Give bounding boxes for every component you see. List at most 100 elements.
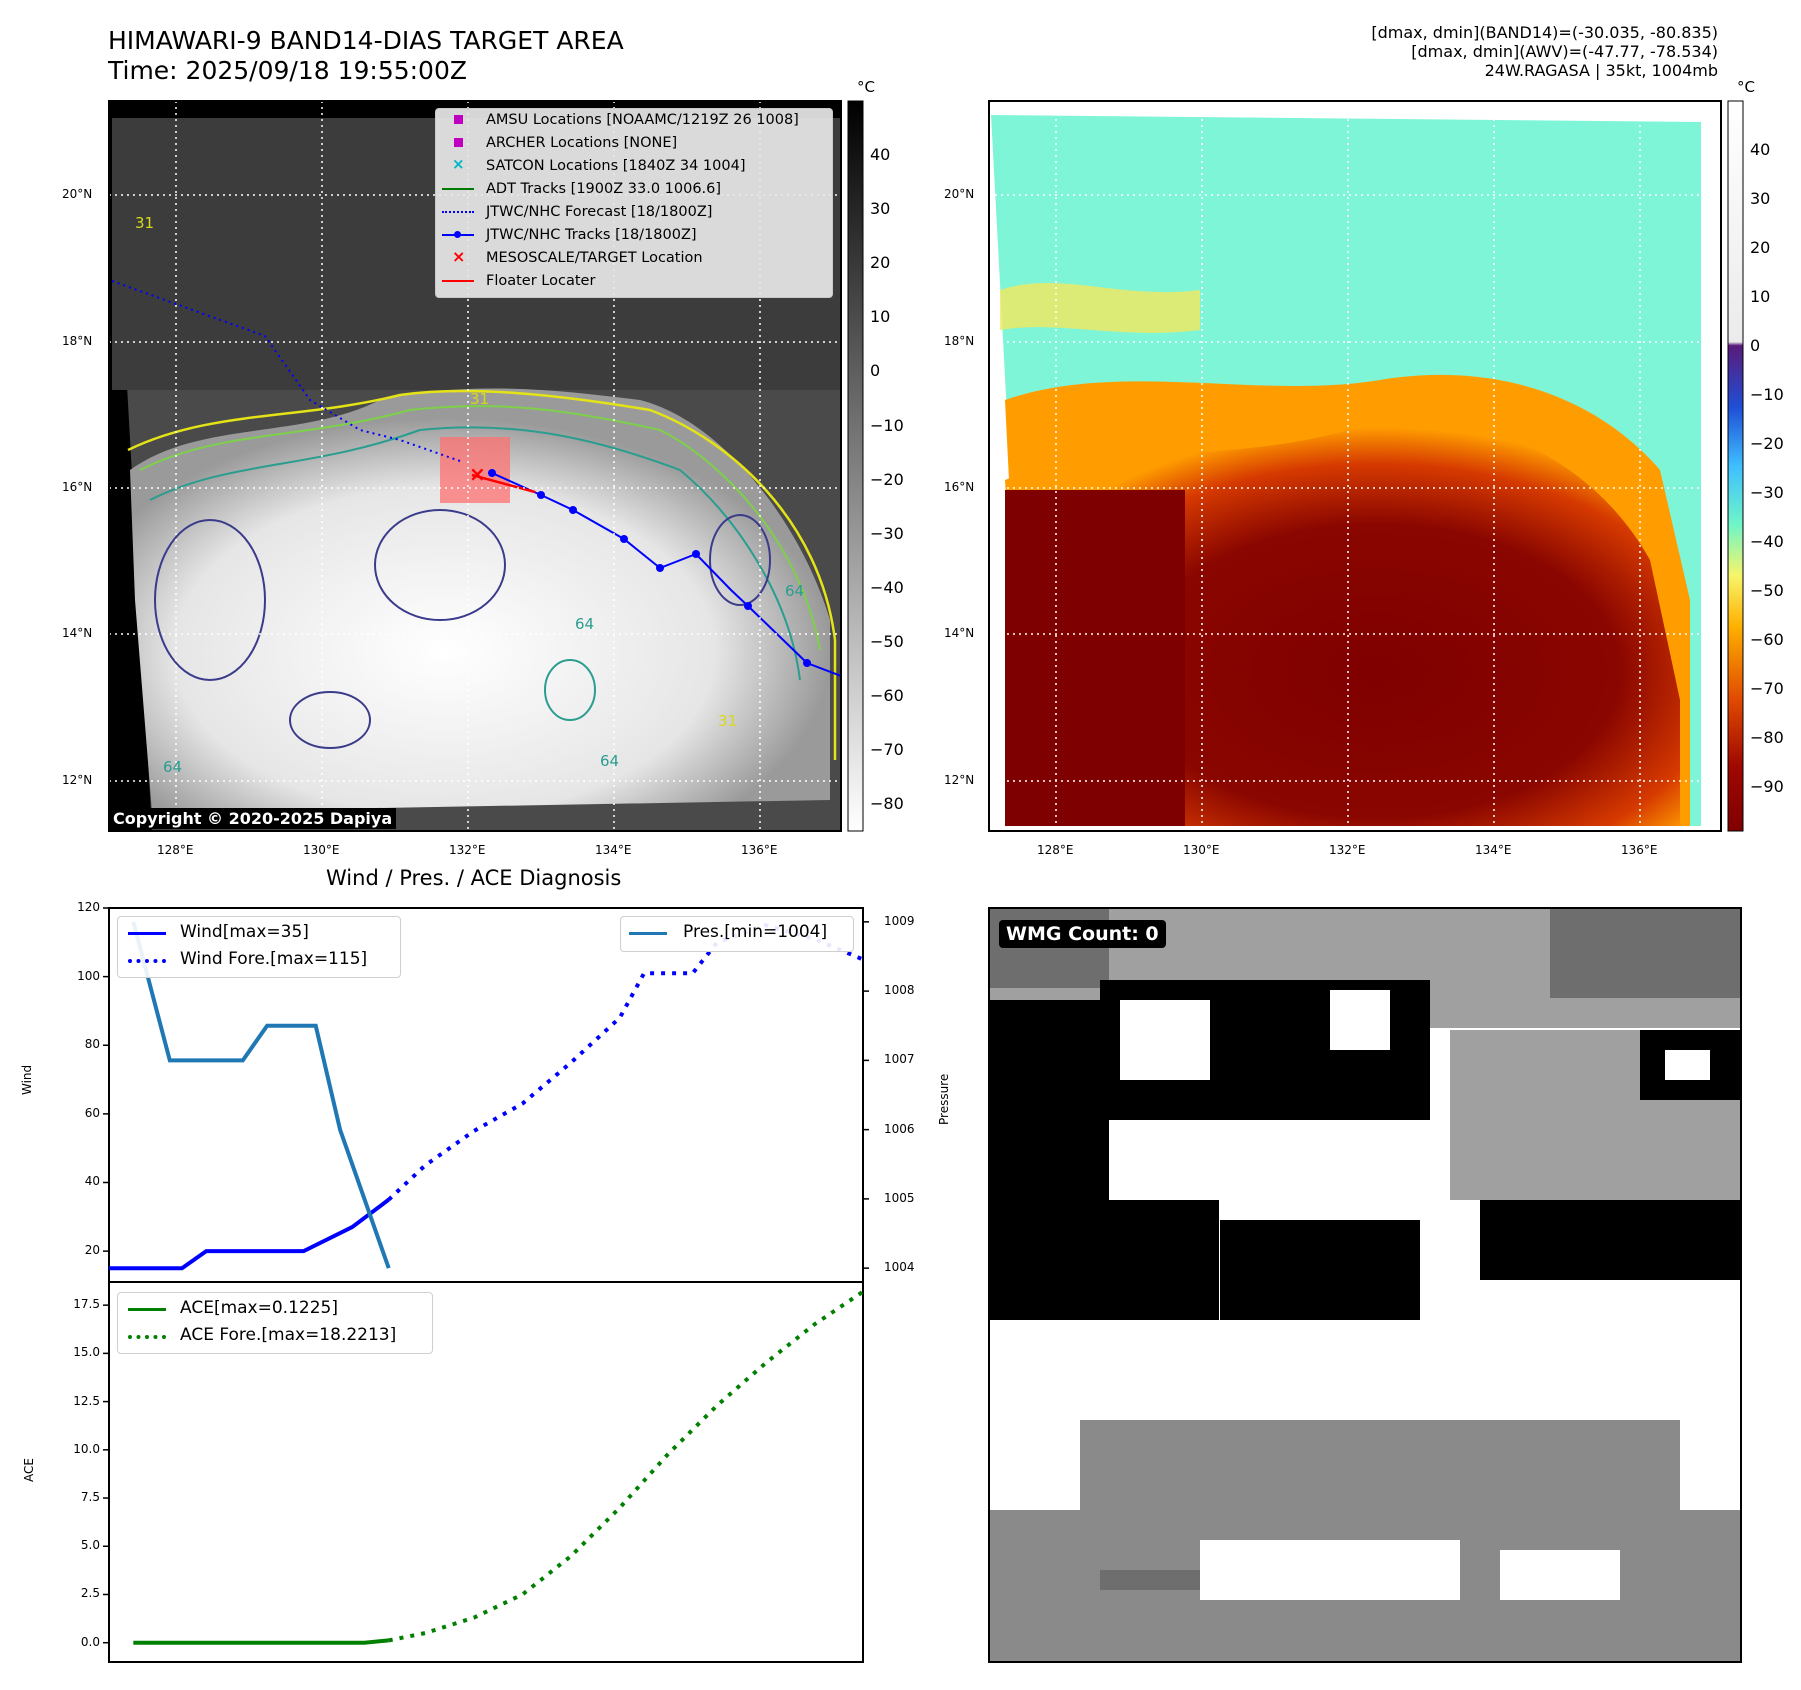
colorbar-tick: −80 <box>870 794 904 814</box>
copyright-label: Copyright © 2020-2025 Dapiya <box>109 808 397 829</box>
wmg-panel <box>989 908 1741 1662</box>
axis-tick: 60 <box>84 1105 100 1120</box>
axis-tick: 5.0 <box>80 1538 100 1553</box>
axis-tick: 1008 <box>884 983 915 998</box>
axis-tick: 12.5 <box>73 1393 100 1408</box>
legend-amsu: AMSU Locations [NOAAMC/1219Z 26 1008] <box>486 112 799 128</box>
legend-archer: ARCHER Locations [NONE] <box>486 135 678 151</box>
figure-time: Time: 2025/09/18 19:55:00Z <box>108 56 467 85</box>
lat-tick-20n: 20°N <box>944 187 975 201</box>
colorbar-left-unit: °C <box>857 78 875 96</box>
axis-tick: 1007 <box>884 1052 915 1067</box>
colorbar-tick: −40 <box>1750 532 1784 551</box>
floater-locater <box>471 473 536 494</box>
lat-tick-14n: 14°N <box>62 626 93 640</box>
wind-legend: Wind[max=35] Wind Fore.[max=115] <box>117 916 401 978</box>
figure-title: HIMAWARI-9 BAND14-DIAS TARGET AREA <box>108 26 624 55</box>
ace-legend: ACE[max=0.1225] ACE Fore.[max=18.2213] <box>117 1292 433 1354</box>
cloud-shield <box>130 388 830 812</box>
colorbar-tick: −70 <box>1750 679 1784 698</box>
legend-target: MESOSCALE/TARGET Location <box>486 250 703 266</box>
legend-floater: Floater Locater <box>486 273 596 289</box>
colorbar-tick: 0 <box>1750 336 1761 355</box>
axis-tick: 100 <box>77 968 100 983</box>
legend-satcon: SATCON Locations [1840Z 34 1004] <box>486 158 746 174</box>
dmax-band14: [dmax, dmin](BAND14)=(-30.035, -80.835) <box>1371 23 1718 42</box>
colorbar-tick: −20 <box>1750 434 1784 453</box>
axis-tick: 1004 <box>884 1260 915 1275</box>
axis-tick: 1009 <box>884 913 915 928</box>
wind-legend-line <box>128 932 166 935</box>
legend-ace: ACE[max=0.1225] <box>180 1298 338 1318</box>
map-grid-right <box>989 101 1721 831</box>
legend-forecast: JTWC/NHC Forecast [18/1800Z] <box>486 204 713 220</box>
lat-tick-18n: 18°N <box>944 334 975 348</box>
pressure-legend: Pres.[min=1004] <box>620 916 854 952</box>
colorbar-tick: 30 <box>870 199 891 219</box>
amsu-marker <box>454 115 463 124</box>
ace-fore-legend-line <box>128 1335 166 1339</box>
jtwc-track-points <box>488 469 811 667</box>
ace-axes <box>108 1281 864 1663</box>
archer-marker <box>454 138 463 147</box>
tracks-dot-icon <box>454 231 461 238</box>
colorbar-tick: 40 <box>870 145 891 164</box>
colorbar-tick: 10 <box>1750 287 1771 306</box>
colorbar-tick: −10 <box>870 415 904 435</box>
wind-fore-legend-line <box>128 959 166 963</box>
axis-tick: 1006 <box>884 1121 915 1136</box>
axis-tick: 1005 <box>884 1190 915 1205</box>
storm-info: 24W.RAGASA | 35kt, 1004mb <box>1484 61 1718 80</box>
contour-label: 31 <box>718 712 738 730</box>
series-line <box>133 1638 389 1645</box>
jtwc-track <box>491 472 841 677</box>
lat-tick-20n: 20°N <box>62 187 93 201</box>
lat-tick-18n: 18°N <box>62 334 93 348</box>
contour-label: 64 <box>163 758 183 776</box>
axis-tick: 80 <box>84 1037 100 1052</box>
axis-tick: 2.5 <box>80 1586 100 1601</box>
lat-tick-16n: 16°N <box>62 480 93 494</box>
colorbar-tick: 20 <box>1750 238 1771 257</box>
lat-tick-14n: 14°N <box>944 626 975 640</box>
lon-tick-132e: 132°E <box>449 843 486 857</box>
contour-label: 64 <box>575 615 595 633</box>
awv-map <box>989 101 1721 831</box>
axis-tick: 7.5 <box>80 1490 100 1505</box>
lat-tick-12n: 12°N <box>62 773 93 787</box>
lon-tick-134e: 134°E <box>595 843 632 857</box>
axis-tick: 10.0 <box>73 1441 100 1456</box>
axis-tick: 120 <box>77 900 100 914</box>
wind-axis-label: Wind <box>20 1064 34 1095</box>
colorbar-tick: −60 <box>870 686 904 705</box>
lon-tick-130e: 130°E <box>1183 843 1220 857</box>
legend-wind-fore: Wind Fore.[max=115] <box>180 949 368 969</box>
ace-axis-label: ACE <box>22 1458 36 1482</box>
lon-tick-134e: 134°E <box>1475 843 1512 857</box>
lon-tick-128e: 128°E <box>1037 843 1074 857</box>
lat-tick-12n: 12°N <box>944 773 975 787</box>
series-line <box>131 921 391 1269</box>
colorbar-band14 <box>847 100 864 832</box>
axis-tick: 0.0 <box>80 1634 100 1649</box>
colorbar-tick: 30 <box>1750 189 1771 208</box>
wmg-count-badge: WMG Count: 0 <box>999 920 1166 948</box>
lon-tick-136e: 136°E <box>741 843 778 857</box>
colorbar-tick: −50 <box>1750 581 1784 600</box>
target-location-marker: × <box>469 462 486 486</box>
forecast-line <box>442 211 474 213</box>
ace-legend-line <box>128 1308 166 1311</box>
mesoscale-target-box <box>440 437 510 503</box>
satcon-marker: × <box>452 155 465 173</box>
axis-tick: 20 <box>84 1243 100 1258</box>
legend-tracks: JTWC/NHC Tracks [18/1800Z] <box>486 227 697 243</box>
lon-tick-128e: 128°E <box>157 843 194 857</box>
pres-legend-line <box>629 932 667 935</box>
dmax-awv: [dmax, dmin](AWV)=(-47.77, -78.534) <box>1411 42 1718 61</box>
colorbar-tick: −70 <box>870 740 904 760</box>
map-legend: AMSU Locations [NOAAMC/1219Z 26 1008] AR… <box>435 108 833 298</box>
colorbar-tick: 20 <box>870 253 891 273</box>
contour-label: 31 <box>135 214 155 232</box>
colorbar-right-unit: °C <box>1737 78 1755 96</box>
